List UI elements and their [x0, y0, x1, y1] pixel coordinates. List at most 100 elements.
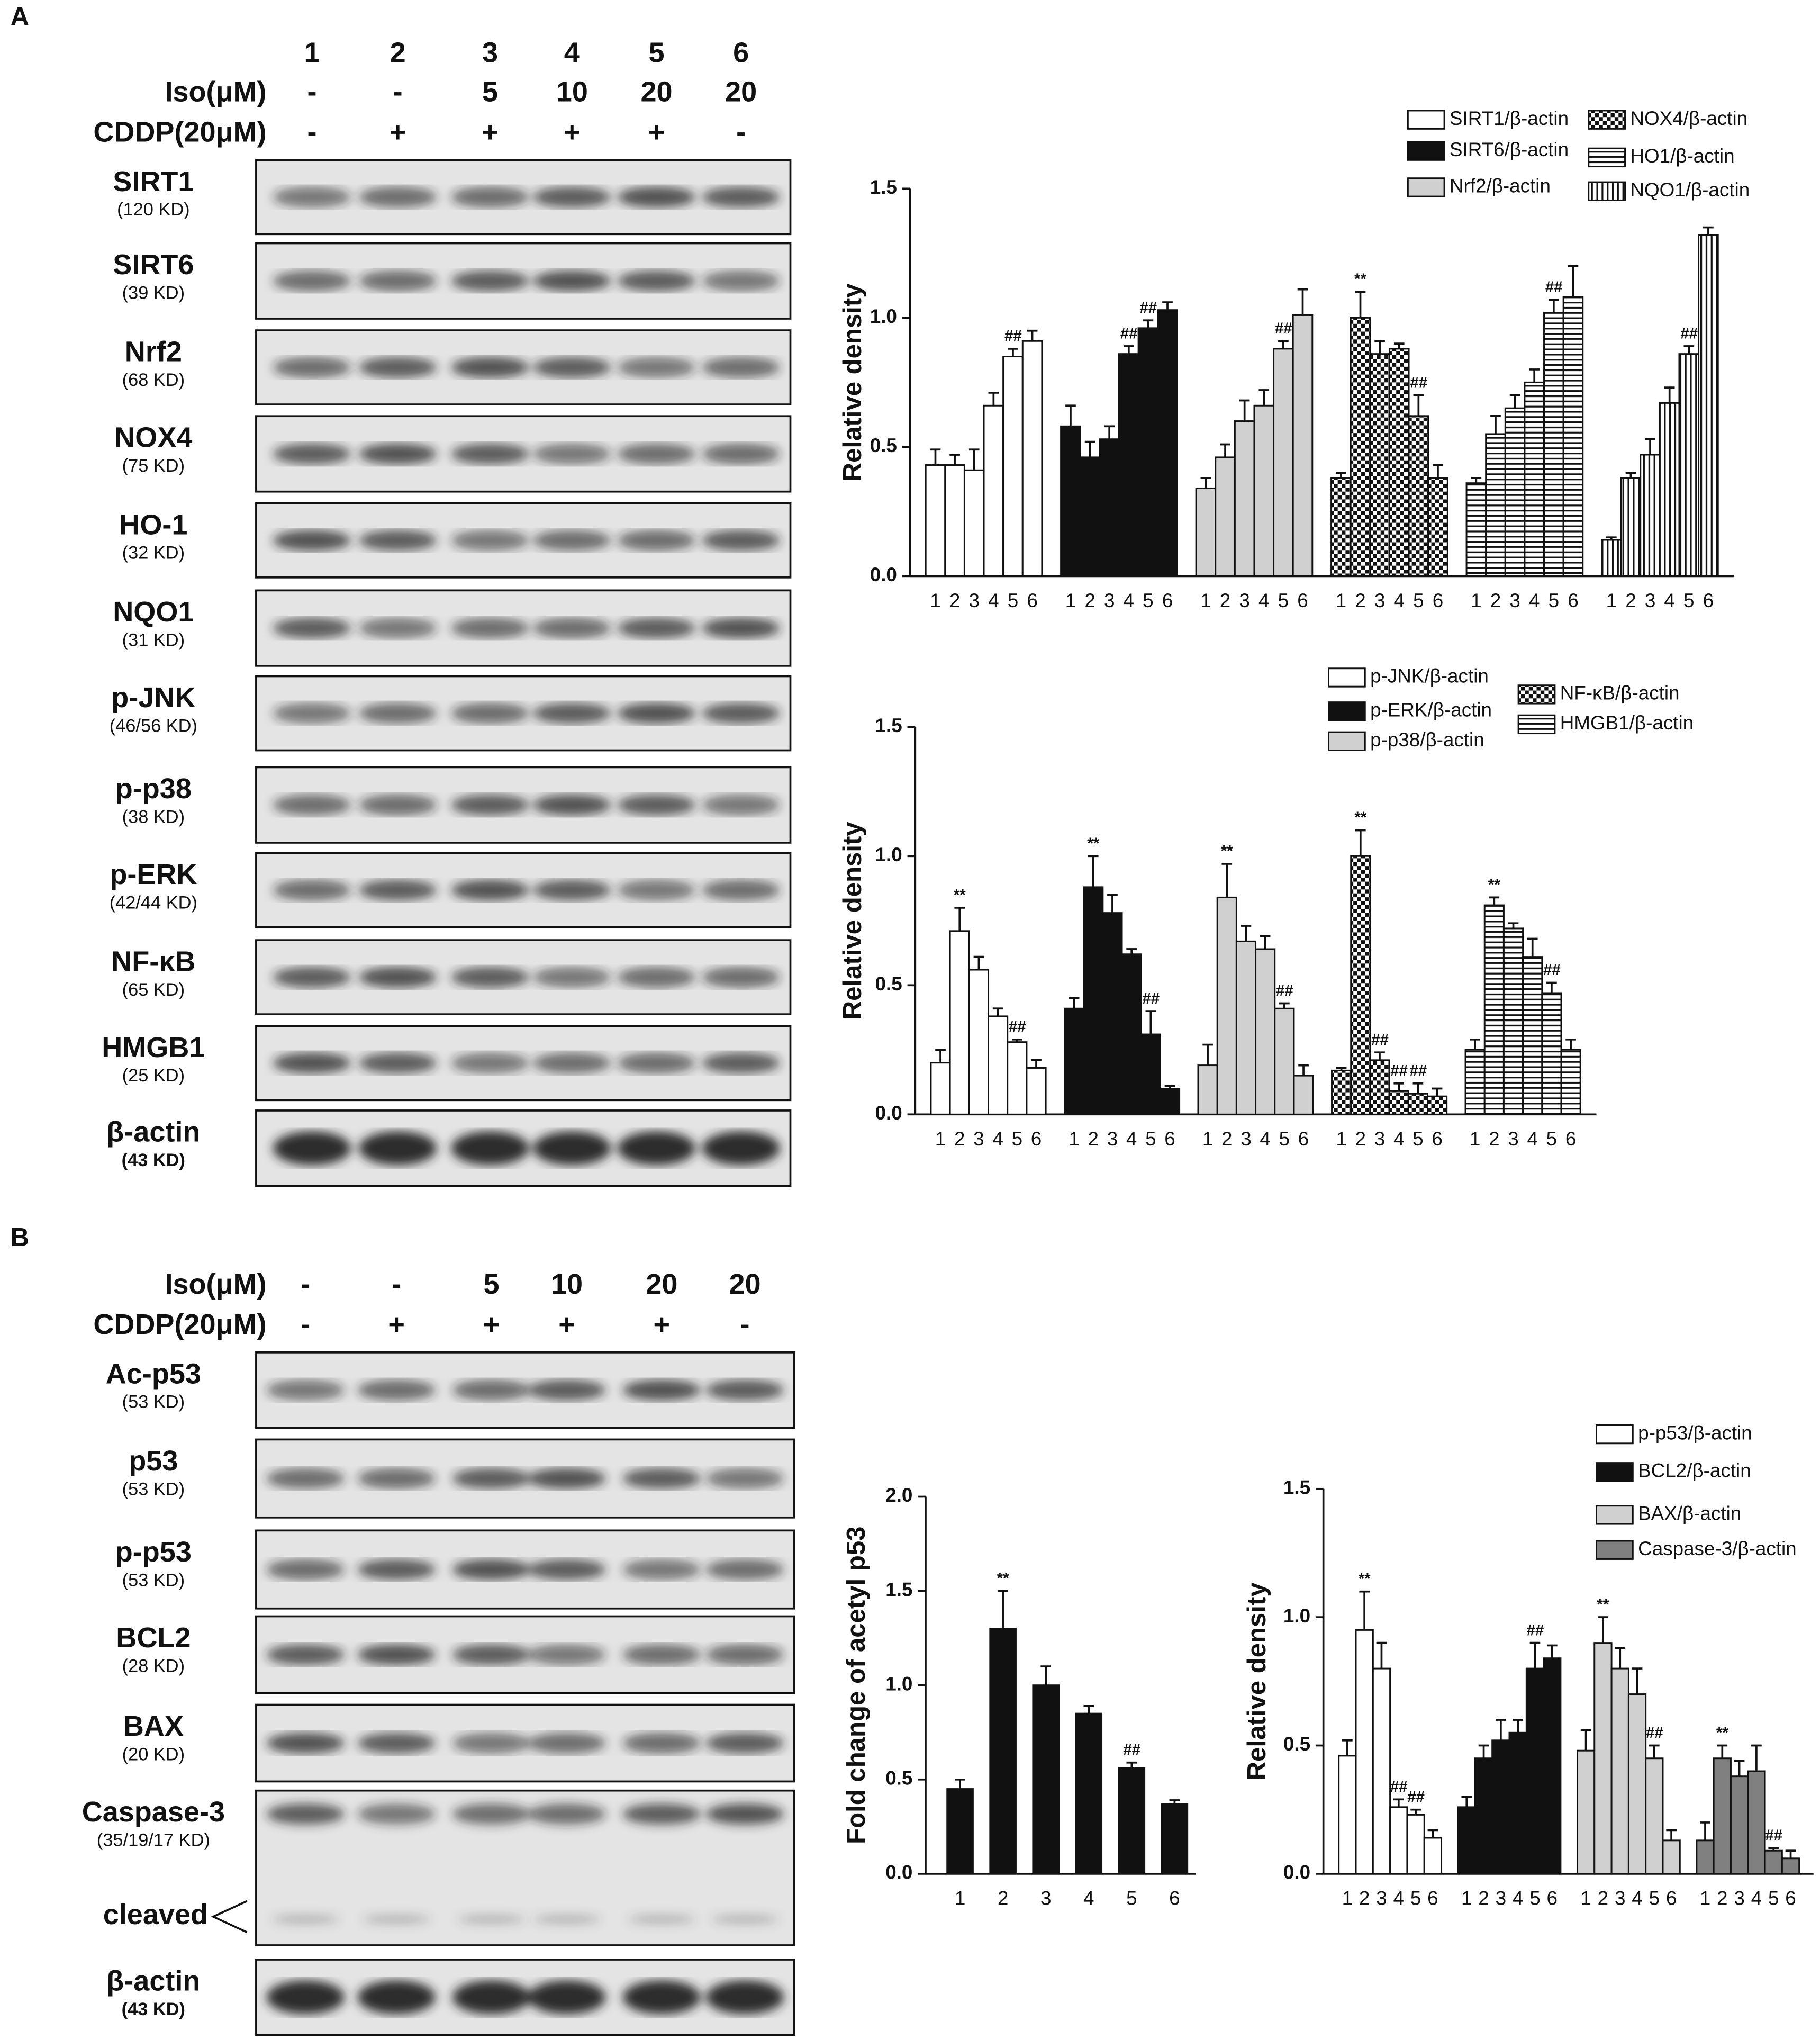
error-bar [1126, 1761, 1137, 1769]
legend-label: p-p38/β-actin [1370, 729, 1484, 751]
blot-name: BAX [123, 1710, 184, 1742]
band [702, 357, 780, 378]
significance: ## [1410, 374, 1427, 391]
bar [1781, 1857, 1800, 1875]
bar [1696, 1839, 1715, 1875]
blot-size: (20 KD) [122, 1744, 185, 1764]
y-tick-label: 1.0 [875, 844, 902, 865]
x-tick-label: 4 [992, 1128, 1003, 1150]
x-tick-label: 2 [954, 1128, 965, 1150]
legend-swatch [1407, 141, 1445, 161]
error-bar [1239, 399, 1250, 421]
band [271, 1915, 340, 1924]
panel-label: A [11, 3, 29, 31]
band [358, 270, 437, 292]
error-bar [1683, 345, 1695, 354]
bar [1273, 348, 1294, 577]
lane-number: 5 [648, 37, 664, 69]
band [702, 1052, 780, 1073]
legend-label: p-p53/β-actin [1638, 1422, 1752, 1443]
band [533, 443, 611, 465]
legend-swatch [1517, 714, 1556, 735]
error-bar [1393, 342, 1405, 349]
error-bar [1084, 440, 1095, 457]
bar [1350, 317, 1371, 577]
blot-name: p-p53 [115, 1536, 192, 1568]
bar [1118, 1767, 1146, 1875]
lane-number: 6 [733, 37, 749, 69]
y-tick-label: 0.5 [875, 973, 902, 995]
bar [1159, 1088, 1181, 1115]
bar [1640, 454, 1661, 577]
blot-size: (43 KD) [122, 1150, 185, 1170]
band [528, 1644, 606, 1665]
bands [273, 617, 780, 639]
blot-size: (120 KD) [117, 200, 190, 220]
error-bar [1606, 536, 1617, 540]
error-bar [1527, 937, 1538, 957]
x-tick-label: 2 [1489, 1128, 1499, 1150]
bar [1474, 1757, 1493, 1875]
band [702, 795, 780, 816]
band [363, 1915, 431, 1924]
bands [273, 1052, 780, 1073]
band [617, 530, 696, 551]
error-bar [1169, 1799, 1180, 1805]
treatment: + [648, 116, 665, 148]
x-tick-label: 3 [968, 590, 979, 611]
band [702, 1131, 780, 1166]
treatment: + [388, 1309, 405, 1340]
arrow [211, 1900, 248, 1934]
band [358, 702, 437, 724]
x-tick-label: 4 [1513, 1888, 1523, 1909]
blot-size: (46/56 KD) [110, 716, 197, 736]
bands [266, 1733, 784, 1754]
x-tick-label: 3 [1734, 1888, 1744, 1909]
legend-swatch [1588, 147, 1626, 168]
band [357, 1379, 436, 1401]
x-tick-label: 6 [1666, 1888, 1677, 1909]
bands [273, 1131, 780, 1166]
significance: ## [1142, 990, 1160, 1007]
bar [1121, 953, 1142, 1115]
x-tick-label: 6 [1565, 1128, 1576, 1150]
x-tick-label: 2 [949, 590, 960, 611]
bar [1662, 1839, 1681, 1875]
x-tick-label: 5 [1683, 590, 1694, 611]
x-tick-label: 3 [1496, 1888, 1506, 1909]
x-tick-label: 5 [1143, 590, 1153, 611]
blot-size: (32 KD) [122, 543, 185, 563]
x-tick-label: 6 [1568, 590, 1578, 611]
error-bar [1069, 997, 1080, 1009]
x-tick-label: 3 [1040, 1888, 1051, 1909]
error-bar [1598, 1616, 1608, 1643]
x-tick-label: 6 [1432, 1128, 1442, 1150]
band [705, 1803, 784, 1825]
significance: ## [1008, 1018, 1026, 1035]
bar [1355, 1629, 1374, 1875]
error-bar [968, 448, 980, 471]
x-tick-label: 2 [1598, 1888, 1608, 1909]
bar [1502, 927, 1524, 1115]
band [451, 617, 529, 639]
bar [1195, 487, 1217, 577]
bar [1407, 1093, 1428, 1115]
significance: ## [1004, 328, 1022, 345]
bar [1255, 948, 1276, 1115]
legend-label: BCL2/β-actin [1638, 1460, 1751, 1482]
bar [1491, 1739, 1510, 1875]
y-axis-label: Relative density [838, 283, 867, 482]
bar [1620, 477, 1642, 577]
error-bar [1664, 386, 1675, 403]
x-tick-label: 1 [1336, 1128, 1346, 1150]
bar [1610, 1667, 1629, 1875]
blot-size: (68 KD) [122, 370, 185, 390]
bar [1161, 1803, 1189, 1875]
bar [1465, 482, 1487, 577]
bar [1645, 1757, 1664, 1875]
error-bar [1298, 1064, 1309, 1076]
x-tick-label: 3 [1239, 590, 1249, 611]
band [617, 879, 696, 901]
error-bar [1546, 1644, 1558, 1658]
